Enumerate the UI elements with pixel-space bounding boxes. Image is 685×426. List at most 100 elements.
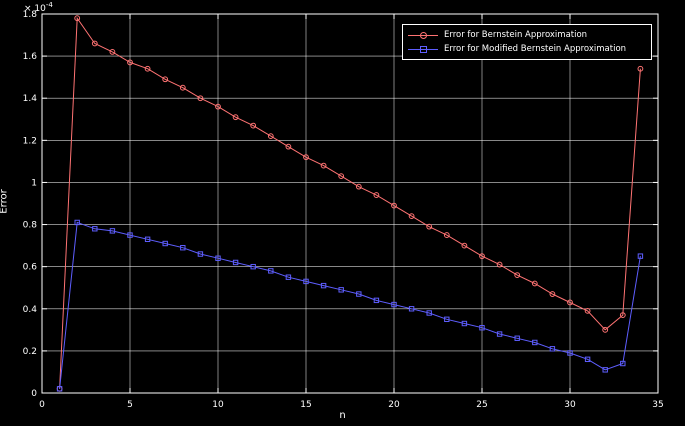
y-tick-label: 0.2	[23, 347, 37, 357]
data-point-circle	[549, 291, 556, 297]
scale-base: × 10	[24, 4, 46, 14]
data-point-circle	[303, 154, 309, 161]
data-point-square	[567, 350, 573, 356]
y-tick-label: 1	[31, 178, 37, 188]
y-tick-label: 1.8	[23, 10, 38, 20]
data-point-square	[303, 278, 309, 285]
legend-sample-red	[408, 30, 438, 40]
data-point-square	[637, 253, 644, 259]
data-point-square	[285, 274, 292, 280]
data-point-square	[426, 310, 432, 316]
data-point-square	[391, 301, 397, 308]
y-tick-label: 0.4	[23, 305, 38, 315]
data-point-circle	[179, 84, 186, 91]
y-tick-label: 0.6	[23, 263, 38, 273]
data-point-square	[444, 316, 450, 323]
data-point-circle	[637, 65, 644, 72]
data-point-square	[197, 251, 204, 257]
data-point-square	[56, 386, 63, 392]
y-axis-label: Error	[0, 189, 10, 214]
series-line-1	[59, 221, 641, 389]
legend-line-blue	[408, 49, 438, 50]
y-axis-scale-factor: × 10-4	[24, 1, 53, 14]
data-point-circle	[602, 326, 609, 333]
data-point-circle	[338, 173, 345, 180]
legend-sample-blue	[408, 44, 438, 54]
data-point-square	[215, 255, 221, 261]
legend-item-modified-bernstein: Error for Modified Bernstein Approximati…	[408, 42, 646, 56]
x-tick-label: 20	[388, 400, 400, 410]
data-point-circle	[320, 162, 327, 169]
data-point-square	[479, 325, 485, 331]
data-point-square	[549, 346, 556, 352]
y-tick-label: 0	[31, 389, 37, 399]
data-point-circle	[74, 15, 81, 22]
data-point-square	[320, 282, 327, 289]
data-point-square	[496, 331, 503, 337]
y-tick-label: 1.6	[23, 52, 38, 62]
data-point-circle	[496, 261, 503, 268]
data-point-square	[250, 263, 256, 270]
data-point-circle	[91, 40, 98, 47]
data-point-square	[408, 306, 415, 312]
legend-item-bernstein: Error for Bernstein Approximation	[408, 28, 646, 42]
x-tick-label: 30	[564, 400, 576, 410]
data-point-square	[74, 219, 80, 226]
x-tick-label: 15	[300, 400, 311, 410]
series-line-0	[59, 16, 641, 389]
data-point-circle	[619, 312, 626, 318]
data-point-square	[232, 259, 239, 266]
data-point-square	[162, 240, 168, 247]
data-point-square	[127, 232, 133, 238]
legend-circle-marker-icon	[420, 32, 427, 39]
data-point-square	[92, 226, 98, 232]
data-point-circle	[461, 242, 468, 249]
data-point-circle	[391, 202, 397, 209]
y-tick-label: 1.2	[23, 136, 37, 146]
y-tick-label: 1.4	[23, 94, 38, 104]
data-point-circle	[584, 307, 591, 314]
data-point-circle	[567, 299, 573, 306]
x-tick-label: 10	[212, 400, 224, 410]
x-tick-label: 5	[127, 400, 133, 410]
data-point-square	[356, 291, 362, 297]
data-point-square	[532, 339, 538, 346]
data-point-circle	[215, 103, 221, 110]
data-point-square	[620, 360, 626, 367]
data-point-square	[180, 245, 186, 251]
legend: Error for Bernstein Approximation Error …	[402, 24, 652, 60]
data-point-circle	[531, 280, 538, 287]
legend-square-marker-icon	[420, 46, 427, 53]
data-point-circle	[162, 76, 169, 83]
scale-exponent: -4	[45, 1, 53, 9]
data-point-square	[461, 320, 468, 327]
data-point-circle	[514, 272, 521, 278]
data-point-circle	[197, 95, 204, 102]
x-tick-label: 25	[476, 400, 487, 410]
data-point-square	[514, 335, 520, 341]
data-point-circle	[373, 192, 380, 198]
data-point-square	[268, 268, 274, 274]
data-point-square	[602, 367, 608, 373]
legend-label-bernstein: Error for Bernstein Approximation	[444, 30, 588, 40]
y-tick-label: 0.8	[23, 221, 38, 231]
x-axis-label: n	[339, 410, 346, 421]
data-point-circle	[232, 114, 239, 121]
data-point-square	[338, 287, 344, 293]
data-point-circle	[479, 253, 485, 260]
data-point-square	[144, 236, 151, 242]
data-point-square	[584, 356, 591, 363]
data-point-circle	[443, 232, 450, 238]
data-point-circle	[127, 59, 133, 66]
data-point-circle	[408, 213, 415, 220]
data-point-circle	[267, 133, 274, 140]
x-tick-label: 35	[652, 400, 663, 410]
data-point-circle	[426, 223, 433, 230]
data-point-square	[109, 228, 116, 234]
data-point-square	[373, 297, 380, 304]
legend-label-modified-bernstein: Error for Modified Bernstein Approximati…	[444, 44, 627, 54]
data-point-circle	[355, 183, 362, 190]
data-point-circle	[144, 65, 151, 72]
